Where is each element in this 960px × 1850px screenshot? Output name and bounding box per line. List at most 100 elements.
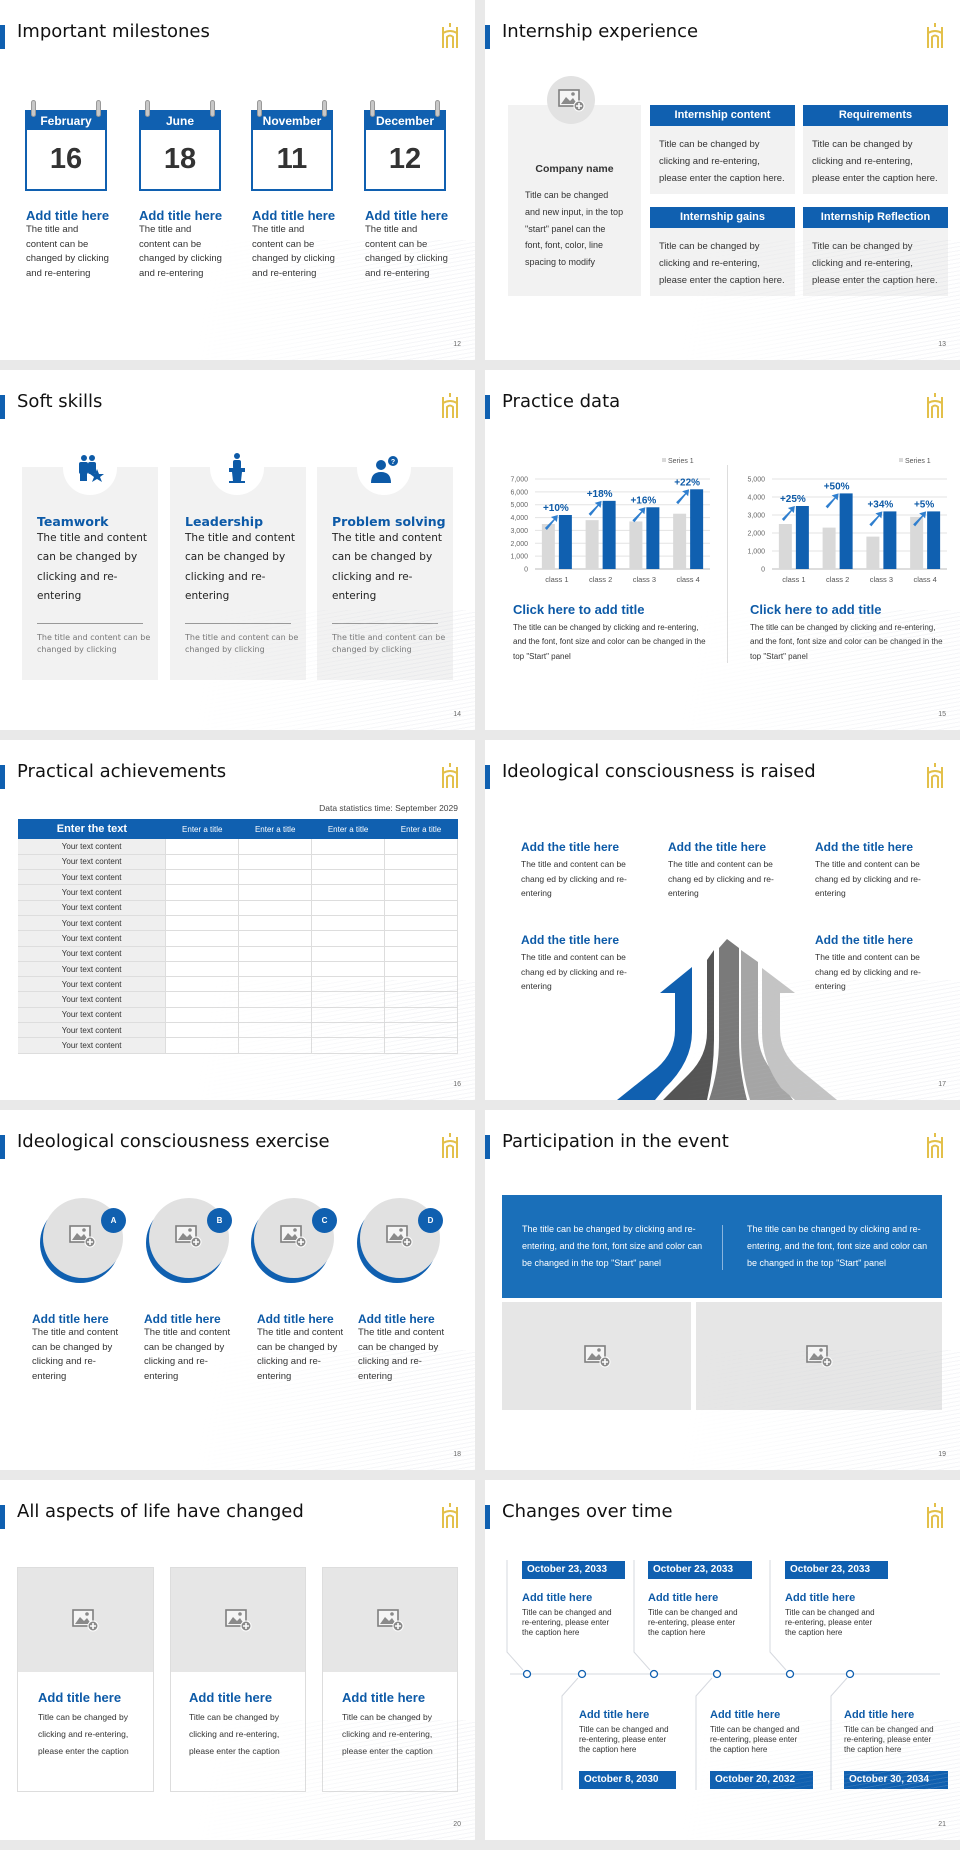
table-cell[interactable] (165, 1007, 240, 1024)
slide-20[interactable]: All aspects of life have changed Add tit… (0, 1480, 475, 1840)
table-cell[interactable] (384, 991, 458, 1008)
table-cell[interactable] (165, 930, 240, 947)
row-label[interactable]: Your text content (18, 854, 167, 871)
table-cell[interactable] (165, 884, 240, 901)
row-label[interactable]: Your text content (18, 839, 167, 855)
row-label[interactable]: Your text content (18, 930, 167, 947)
table-cell[interactable] (165, 869, 240, 886)
table-cell[interactable] (165, 1037, 240, 1054)
slide-21[interactable]: Changes over time October 23, 2033 Add t… (485, 1480, 960, 1840)
image-placeholder[interactable] (171, 1568, 305, 1672)
table-cell[interactable] (238, 900, 313, 916)
row-label[interactable]: Your text content (18, 1037, 167, 1054)
table-cell[interactable] (311, 976, 386, 993)
image-placeholder-circle[interactable]: B (145, 1198, 232, 1283)
table-cell[interactable] (238, 961, 313, 978)
table-cell[interactable] (384, 961, 458, 978)
table-cell[interactable] (238, 854, 313, 871)
table-cell[interactable] (238, 1037, 313, 1054)
row-label[interactable]: Your text content (18, 900, 167, 916)
slide-19[interactable]: Participation in the event The title can… (485, 1110, 960, 1470)
row-label[interactable]: Your text content (18, 961, 167, 978)
table-cell[interactable] (384, 869, 458, 886)
image-placeholder[interactable] (18, 1568, 153, 1672)
table-cell[interactable] (311, 915, 386, 932)
table-cell[interactable] (384, 1037, 458, 1054)
table-cell[interactable] (165, 961, 240, 978)
row-label[interactable]: Your text content (18, 869, 167, 886)
slide-15[interactable]: Practice data 0 1,000 2,000 3,000 4,000 5,000… (485, 370, 960, 730)
row-label[interactable]: Your text content (18, 1007, 167, 1024)
table-cell[interactable] (238, 869, 313, 886)
skill-note: The title and content can be changed by … (185, 633, 299, 654)
table-cell[interactable] (384, 839, 458, 855)
table-cell[interactable] (238, 915, 313, 932)
table-cell[interactable] (165, 976, 240, 993)
page-number: 15 (938, 711, 946, 718)
table-cell[interactable] (311, 869, 386, 886)
slide-16[interactable]: Practical achievements Data statistics t… (0, 740, 475, 1100)
table-cell[interactable] (384, 854, 458, 871)
table-cell[interactable] (165, 991, 240, 1008)
row-label[interactable]: Your text content (18, 915, 167, 932)
table-cell[interactable] (311, 991, 386, 1008)
slide-title: Ideological consciousness exercise (17, 1131, 330, 1152)
table-cell[interactable] (165, 854, 240, 871)
growth-arrow-icon (632, 507, 646, 523)
y-tick-label: 0 (761, 567, 765, 574)
table-cell[interactable] (384, 946, 458, 962)
image-placeholder[interactable] (502, 1302, 691, 1410)
growth-label: +50% (824, 481, 850, 492)
row-label[interactable]: Your text content (18, 946, 167, 962)
slide-12[interactable]: Important milestones February 16 June 18 N… (0, 0, 475, 360)
row-label[interactable]: Your text content (18, 991, 167, 1008)
table-cell[interactable] (165, 1022, 240, 1039)
table-cell[interactable] (238, 1007, 313, 1024)
table-cell[interactable] (311, 1007, 386, 1024)
table-cell[interactable] (165, 900, 240, 916)
table-cell[interactable] (165, 915, 240, 932)
table-cell[interactable] (238, 1022, 313, 1039)
table-cell[interactable] (384, 1007, 458, 1024)
table-cell[interactable] (165, 839, 240, 855)
card-body: Title can be changed by clicking and re-… (189, 1712, 280, 1756)
slide-17[interactable]: Ideological consciousness is raised Add … (485, 740, 960, 1100)
row-label[interactable]: Your text content (18, 1022, 167, 1039)
image-placeholder-circle[interactable]: A (39, 1198, 126, 1283)
table-cell[interactable] (384, 900, 458, 916)
row-label[interactable]: Your text content (18, 976, 167, 993)
table-cell[interactable] (384, 976, 458, 993)
image-placeholder-circle[interactable]: D (356, 1198, 443, 1283)
table-cell[interactable] (311, 1022, 386, 1039)
table-cell[interactable] (311, 1037, 386, 1054)
table-cell[interactable] (165, 946, 240, 962)
table-cell[interactable] (311, 854, 386, 871)
table-cell[interactable] (311, 930, 386, 947)
table-cell[interactable] (238, 946, 313, 962)
table-cell[interactable] (311, 961, 386, 978)
slide-18[interactable]: Ideological consciousness exercise A B C… (0, 1110, 475, 1470)
company-logo-placeholder[interactable] (547, 76, 595, 124)
table-cell[interactable] (384, 930, 458, 947)
table-cell[interactable] (238, 991, 313, 1008)
table-cell[interactable] (311, 884, 386, 901)
table-cell[interactable] (384, 884, 458, 901)
image-placeholder[interactable] (696, 1302, 942, 1410)
table-cell[interactable] (311, 839, 386, 855)
logo-icon (440, 763, 460, 789)
table-cell[interactable] (238, 884, 313, 901)
table-cell[interactable] (238, 976, 313, 993)
table-cell[interactable] (238, 930, 313, 947)
table-cell[interactable] (311, 946, 386, 962)
table-cell[interactable] (384, 1022, 458, 1039)
slide-14[interactable]: Soft skills Teamwork The title and conten… (0, 370, 475, 730)
image-placeholder-circle[interactable]: C (250, 1198, 337, 1283)
table-cell[interactable] (384, 915, 458, 932)
table-cell[interactable] (238, 839, 313, 855)
image-placeholder[interactable] (323, 1568, 457, 1672)
slide-13[interactable]: Internship experience Company name Title… (485, 0, 960, 360)
table-cell[interactable] (311, 900, 386, 916)
calendar-month: February (25, 110, 107, 130)
row-label[interactable]: Your text content (18, 884, 167, 901)
growth-label: +18% (587, 489, 613, 500)
